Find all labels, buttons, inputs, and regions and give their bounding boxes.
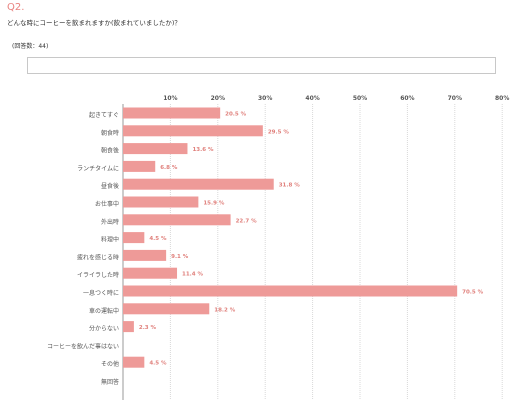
value-label: 31.8 % (279, 183, 300, 189)
tick-label: 20% (211, 95, 225, 102)
value-label: 29.5 % (268, 129, 289, 135)
value-label: 9.1 % (171, 254, 189, 260)
tick-label: 40% (305, 95, 319, 102)
bar (123, 178, 274, 190)
bar (123, 125, 263, 137)
category-label: 起きてすぐ (89, 111, 119, 119)
tick-label: 10% (163, 95, 177, 102)
bar (123, 196, 199, 208)
bar (123, 160, 156, 172)
category-label: 疲れを感じる時 (77, 253, 119, 261)
bar (123, 303, 210, 315)
category-label: お仕事中 (95, 200, 119, 208)
value-label: 18.2 % (214, 307, 235, 313)
category-label: 朝食時 (101, 129, 119, 137)
category-label: 朝食後 (101, 147, 119, 155)
tick-label: 80% (495, 95, 509, 102)
value-label: 4.5 % (149, 361, 167, 367)
bar (123, 356, 145, 368)
category-label: イライラした時 (77, 271, 119, 279)
category-label: 無回答 (101, 378, 119, 386)
value-label: 15.9 % (203, 201, 224, 207)
tick-label: 70% (448, 95, 462, 102)
bar (123, 232, 145, 244)
category-label: 一息つく時に (83, 289, 119, 297)
answer-input-box[interactable] (27, 57, 496, 74)
tick-label: 50% (353, 95, 367, 102)
value-label: 11.4 % (182, 272, 203, 278)
value-label: 13.6 % (192, 147, 213, 153)
response-count: (回答数：44) (12, 43, 49, 50)
category-label: 昼食後 (101, 182, 119, 190)
category-label: 料理中 (101, 236, 119, 244)
value-label: 4.5 % (149, 236, 167, 242)
value-label: 22.7 % (236, 218, 257, 224)
question-text: どんな時にコーヒーを飲まれますか(飲まれていましたか)？ (7, 19, 181, 27)
category-label: 分からない (89, 325, 119, 333)
category-label: その他 (101, 360, 119, 368)
bar (123, 267, 178, 279)
question-number: Q2. (7, 2, 25, 13)
value-label: 6.8 % (160, 165, 178, 171)
value-label: 2.3 % (139, 325, 157, 331)
bar (123, 321, 134, 333)
category-label: 車の運転中 (89, 307, 119, 315)
bar (123, 143, 188, 155)
bar (123, 285, 458, 297)
bar (123, 214, 231, 226)
bar (123, 107, 221, 119)
category-label: 外出時 (101, 218, 119, 226)
bar (123, 249, 167, 261)
value-label: 20.5 % (225, 112, 246, 118)
tick-label: 30% (258, 95, 272, 102)
value-label: 70.5 % (462, 290, 483, 296)
category-label: ランチタイムに (77, 164, 119, 172)
tick-label: 60% (400, 95, 414, 102)
category-label: コーヒーを飲んだ事はない (47, 342, 119, 350)
